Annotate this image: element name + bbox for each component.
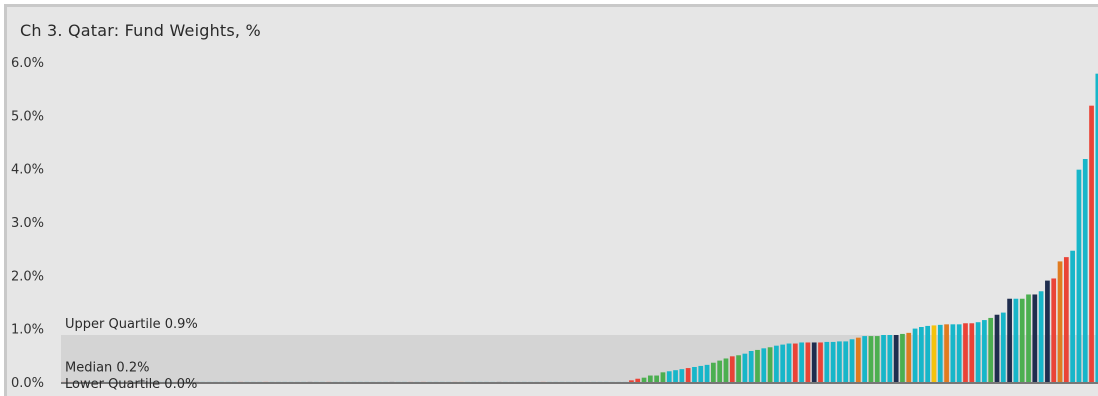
bar [887,335,893,383]
bar [818,342,823,383]
bar [830,341,836,383]
bar [774,345,779,383]
bar [931,325,937,383]
bar [1057,261,1063,383]
bar [881,335,886,383]
y-tick-label: 1.0% [11,323,44,338]
interquartile-band [61,335,1098,383]
y-tick-label: 2.0% [11,269,44,284]
bar [1013,298,1019,383]
bar [1095,73,1098,384]
bar [748,351,754,383]
bar [937,324,943,383]
bar [1007,298,1012,383]
bar [994,314,1000,383]
y-tick-label: 0.0% [11,376,44,391]
bar [912,328,918,383]
bar-chart: 0.0% 1.0% 2.0% 3.0% 4.0% 5.0% 6.0% Upper Quart… [11,56,1098,392]
bar [723,358,729,383]
bar [944,324,949,383]
bar [736,355,741,383]
bar [742,353,748,383]
lower-quartile-label: Lower Quartile 0.0% [65,377,197,392]
bar [1051,278,1057,383]
bar [717,360,723,383]
bar [799,342,804,383]
upper-quartile-label: Upper Quartile 0.9% [65,317,198,332]
bar [805,342,811,383]
bar [673,370,678,383]
bar [660,372,666,383]
bar [1038,291,1044,383]
bar [956,324,962,383]
bar [900,333,905,383]
bar [1045,280,1050,383]
chart-panel: Ch 3. Qatar: Fund Weights, % 0.0% 1.0% 2.0… [4,4,1098,396]
bar [1070,250,1075,383]
bar [843,341,849,383]
bar [692,367,697,383]
bar [906,332,912,383]
bar [988,317,994,383]
bar [629,380,634,383]
bar [761,348,767,383]
bar [925,325,931,383]
y-axis-ticks: 0.0% 1.0% 2.0% 3.0% 4.0% 5.0% 6.0% [11,56,44,391]
bar [1026,294,1031,383]
y-tick-label: 4.0% [11,163,44,178]
bar [893,335,899,383]
bar [1000,312,1006,383]
bar [975,322,981,383]
bar [963,323,968,383]
bar [837,341,842,383]
bar [679,369,685,383]
bar [1063,257,1069,383]
bar [654,375,659,383]
bar [1032,294,1038,383]
bar [647,375,653,383]
bar [698,365,704,383]
bar [862,336,867,383]
bar [767,347,773,383]
bar [969,323,975,383]
bar [874,336,880,383]
y-tick-label: 5.0% [11,109,44,124]
bar [849,339,855,383]
bar [635,378,641,383]
bar [780,344,786,383]
bar [729,356,735,383]
bar [950,324,956,383]
bar [711,362,716,383]
bar [1082,159,1088,383]
bar [685,368,691,383]
bar [641,377,647,383]
chart-title: Ch 3. Qatar: Fund Weights, % [20,21,261,40]
bar [868,336,874,383]
bar [1089,105,1094,384]
bar [704,364,710,383]
y-tick-label: 3.0% [11,216,44,231]
bar [824,341,830,383]
bar [811,342,817,383]
y-tick-label: 6.0% [11,56,44,71]
bar [1019,298,1025,383]
bar [855,337,861,383]
bar [1076,169,1082,383]
bar [786,343,792,383]
bar [982,320,987,383]
median-label: Median 0.2% [65,360,149,375]
bar [755,349,760,383]
bar [792,343,798,383]
bar [919,327,924,383]
bar [666,371,672,383]
